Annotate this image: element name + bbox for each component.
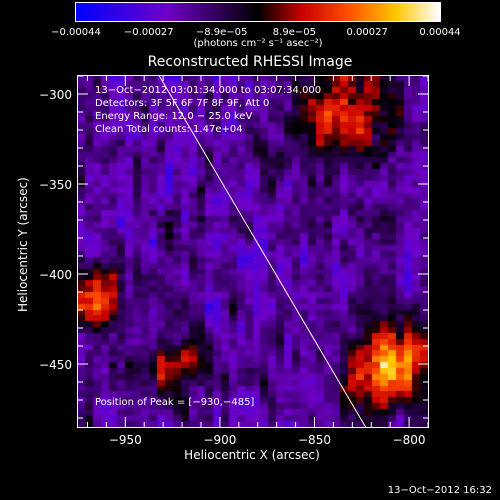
colorbar xyxy=(75,2,441,22)
x-tick-label: −900 xyxy=(203,433,236,447)
limb-line xyxy=(158,75,366,428)
rhessi-image xyxy=(78,76,428,427)
y-tick-label: −350 xyxy=(39,178,72,192)
energy-annotation: Energy Range: 12.0 − 25.0 keV xyxy=(95,111,253,122)
time-range-annotation: 13−Oct−2012 03:01:34.000 to 03:07:34.000 xyxy=(95,85,322,96)
y-axis-label: Heliocentric Y (arcsec) xyxy=(16,177,30,312)
y-tick-label: −300 xyxy=(39,88,72,102)
chart-title: Reconstructed RHESSI Image xyxy=(147,54,353,70)
colorbar-units: (photons cm⁻² s⁻¹ asec⁻²) xyxy=(193,38,323,49)
y-tick-label: −450 xyxy=(39,358,72,372)
colorbar-tick-label: −0.00027 xyxy=(123,27,174,38)
x-tick-label: −950 xyxy=(109,433,142,447)
colorbar-tick-label: 0.00044 xyxy=(419,27,461,38)
detectors-annotation: Detectors: 3F 5F 6F 7F 8F 9F, Att 0 xyxy=(95,98,270,109)
x-tick-label: −850 xyxy=(298,433,331,447)
x-axis-label: Heliocentric X (arcsec) xyxy=(184,448,320,462)
colorbar-tick-label: −0.00044 xyxy=(51,27,101,38)
x-tick-label: −800 xyxy=(393,433,426,447)
timestamp: 13−Oct−2012 16:32 xyxy=(387,485,492,496)
colorbar-tick-label: 0.00027 xyxy=(346,27,388,38)
colorbar-tick-label: −8.9e−05 xyxy=(195,27,248,38)
y-tick-label: −400 xyxy=(39,268,72,282)
method-annotation: Clean Total counts: 1.47e+04 xyxy=(95,124,243,135)
colorbar-tick-label: 8.9e−05 xyxy=(272,27,316,38)
image-plot-area xyxy=(77,75,429,428)
peak-annotation: Position of Peak = [−930,−485] xyxy=(95,397,255,408)
